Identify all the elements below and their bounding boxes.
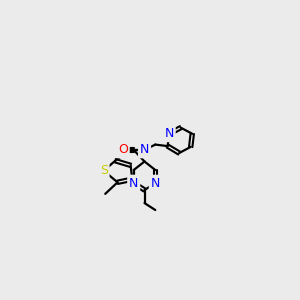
Text: O: O xyxy=(118,143,128,157)
Text: N: N xyxy=(140,143,149,157)
Text: N: N xyxy=(151,177,160,190)
Text: N: N xyxy=(164,127,174,140)
Text: S: S xyxy=(100,164,108,177)
Text: N: N xyxy=(129,177,138,190)
